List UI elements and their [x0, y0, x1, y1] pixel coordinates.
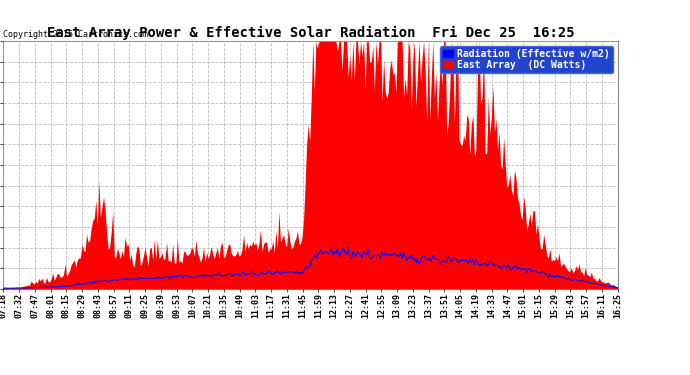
Title: East Array Power & Effective Solar Radiation  Fri Dec 25  16:25: East Array Power & Effective Solar Radia… — [47, 26, 574, 40]
Legend: Radiation (Effective w/m2), East Array  (DC Watts): Radiation (Effective w/m2), East Array (… — [440, 46, 613, 73]
Text: Copyright 2015 Cartronics.com: Copyright 2015 Cartronics.com — [3, 30, 148, 39]
